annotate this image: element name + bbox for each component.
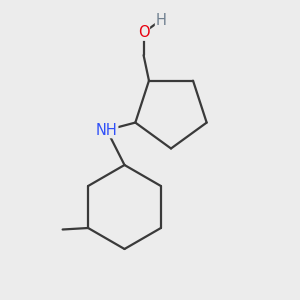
Text: NH: NH <box>96 123 118 138</box>
Text: H: H <box>155 13 167 28</box>
Text: O: O <box>138 25 149 40</box>
